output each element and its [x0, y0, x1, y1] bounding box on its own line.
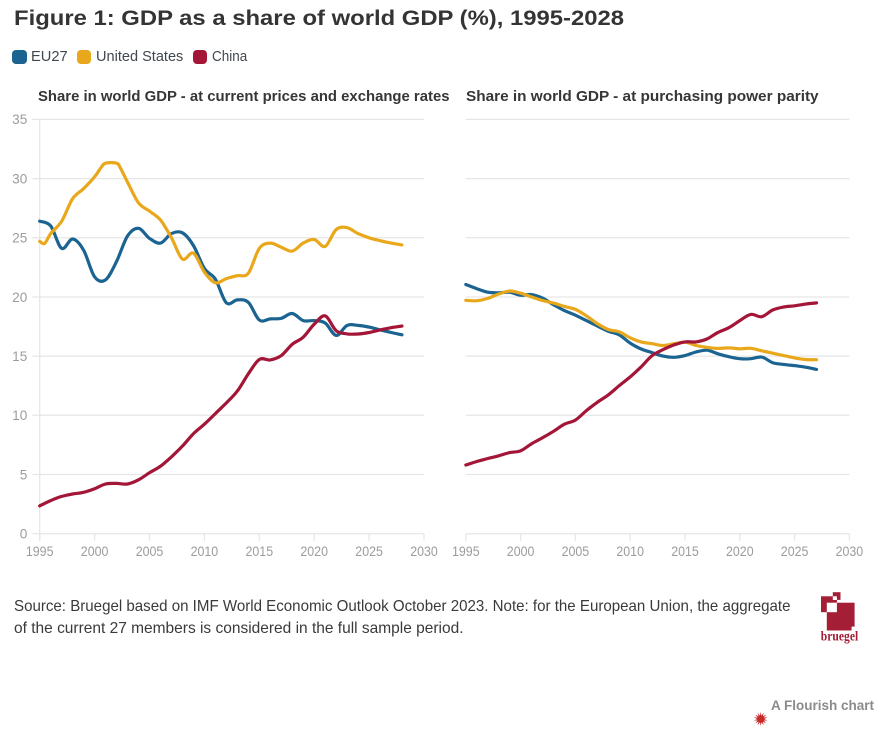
svg-text:2015: 2015 — [671, 544, 699, 559]
svg-text:1995: 1995 — [452, 544, 480, 559]
svg-text:2010: 2010 — [191, 544, 219, 559]
svg-text:2000: 2000 — [507, 544, 535, 559]
svg-text:30: 30 — [12, 171, 28, 186]
svg-text:10: 10 — [12, 408, 28, 423]
svg-text:25: 25 — [12, 231, 27, 246]
svg-text:2000: 2000 — [81, 544, 109, 559]
svg-text:0: 0 — [20, 527, 28, 542]
svg-text:2025: 2025 — [355, 544, 383, 559]
svg-text:2030: 2030 — [836, 544, 864, 559]
svg-text:2005: 2005 — [136, 544, 164, 559]
svg-text:2005: 2005 — [562, 544, 590, 559]
svg-text:15: 15 — [12, 349, 27, 364]
svg-text:2010: 2010 — [616, 544, 644, 559]
svg-text:2020: 2020 — [300, 544, 328, 559]
svg-text:2015: 2015 — [246, 544, 274, 559]
svg-text:20: 20 — [12, 290, 28, 305]
svg-text:2025: 2025 — [781, 544, 809, 559]
svg-text:5: 5 — [20, 467, 28, 482]
svg-text:2030: 2030 — [410, 544, 438, 559]
svg-text:1995: 1995 — [26, 544, 54, 559]
svg-text:2020: 2020 — [726, 544, 754, 559]
svg-text:35: 35 — [12, 112, 27, 127]
svg-text:bruegel: bruegel — [821, 628, 859, 643]
